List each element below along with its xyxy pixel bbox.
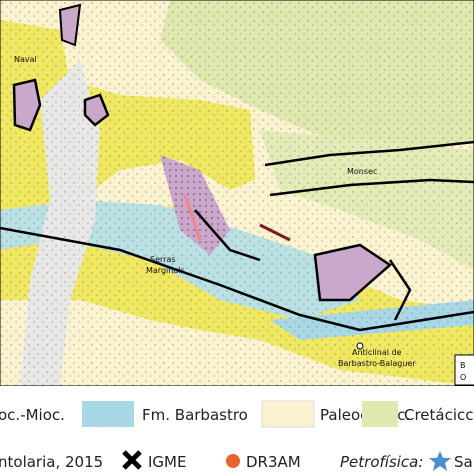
- map-label: Serras: [150, 255, 176, 264]
- legend-label: IGME: [148, 453, 186, 471]
- map-label: Monsec: [347, 167, 377, 176]
- legend-label: oc.-Mioc.: [0, 406, 65, 424]
- map-label: O: [460, 373, 466, 382]
- map-label: Anticlinal de: [352, 348, 402, 357]
- legend-label: Fm. Barbastro: [142, 406, 248, 424]
- legend-swatch: [82, 401, 134, 427]
- map-label: B: [460, 361, 466, 370]
- star-icon: [429, 451, 451, 471]
- map-label: Naval: [14, 55, 37, 64]
- igme-icon: [122, 450, 142, 470]
- dr3am-icon: [226, 454, 240, 468]
- legend-swatch: [362, 401, 398, 427]
- legend-label: Petrofísica:: [340, 453, 423, 471]
- source-label: ntolaria, 2015: [0, 453, 103, 471]
- legend-label: Sa: [454, 453, 473, 471]
- legend-label: DR3AM: [246, 453, 301, 471]
- legend-swatch: [261, 400, 315, 428]
- map-label: Marginals: [146, 266, 185, 275]
- legend-label: Cretácicc: [404, 406, 474, 424]
- map-label: Barbastro-Balaguer: [338, 359, 416, 368]
- geological-map: Naval Monsec Serras Marginals Anticlinal…: [0, 0, 474, 386]
